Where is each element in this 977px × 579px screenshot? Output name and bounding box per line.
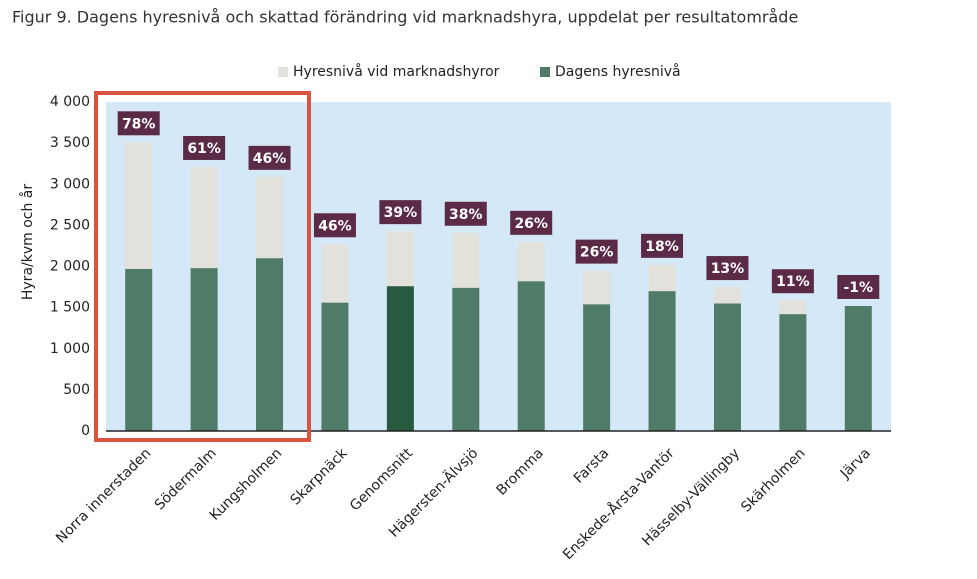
change-label: 78%	[122, 116, 156, 132]
legend-swatch	[278, 67, 288, 77]
y-tick-label: 3 500	[50, 135, 90, 151]
change-label-box	[379, 200, 422, 225]
change-label-box	[837, 274, 880, 299]
change-label-box	[575, 239, 618, 264]
x-tick-label: Södermalm	[152, 445, 220, 513]
change-label-box	[641, 233, 684, 258]
change-label: 13%	[711, 261, 745, 277]
change-label: 11%	[776, 274, 810, 290]
x-tick-label: Norra innerstaden	[53, 445, 154, 546]
y-tick-label: 2 500	[50, 217, 90, 233]
bar	[190, 268, 218, 431]
x-tick-label: Genomsnitt	[347, 445, 416, 514]
y-tick-label: 0	[81, 423, 90, 439]
change-label: 46%	[318, 218, 352, 234]
change-label: 26%	[580, 245, 614, 261]
bar	[583, 304, 611, 431]
legend-swatch	[540, 67, 550, 77]
change-label-box	[183, 135, 226, 160]
change-label-box	[510, 210, 553, 235]
change-label-box	[706, 256, 749, 281]
bar	[386, 286, 414, 431]
change-label: 18%	[645, 239, 679, 255]
change-label-box	[771, 269, 814, 294]
y-tick-label: 2 000	[50, 259, 90, 275]
y-tick-label: 500	[63, 382, 90, 398]
x-tick-label: Skarpnäck	[288, 445, 352, 509]
change-label-box	[313, 213, 356, 238]
change-label: 46%	[253, 151, 287, 167]
bar	[844, 305, 872, 431]
bar	[256, 258, 284, 431]
legend-label: Hyresnivå vid marknadshyror	[293, 63, 500, 80]
y-tick-label: 1 500	[50, 300, 90, 316]
bar	[779, 314, 807, 431]
y-tick-label: 4 000	[50, 94, 90, 110]
x-tick-label: Bromma	[493, 445, 546, 498]
plot-background	[106, 102, 891, 431]
x-tick-label: Enskede-Årsta-Vantör	[559, 444, 678, 563]
change-label-box	[248, 145, 291, 170]
bar	[713, 303, 741, 431]
change-label: 38%	[449, 207, 483, 223]
highlight-box	[94, 91, 311, 442]
x-tick-label: Skärholmen	[738, 445, 808, 515]
change-label: 39%	[384, 205, 418, 221]
bar	[648, 291, 676, 431]
legend-label: Dagens hyresnivå	[555, 63, 681, 80]
y-tick-label: 1 000	[50, 341, 90, 357]
change-label-box	[444, 201, 487, 226]
change-label: 26%	[514, 216, 548, 232]
change-label: -1%	[843, 280, 873, 296]
change-label-box	[117, 111, 160, 136]
bar	[321, 302, 349, 431]
change-label: 61%	[187, 141, 221, 157]
bar	[452, 287, 480, 431]
bar	[517, 281, 545, 431]
x-tick-label: Järva	[837, 445, 874, 482]
x-tick-label: Farsta	[571, 445, 612, 486]
bar	[125, 268, 153, 431]
chart-title: Figur 9. Dagens hyresnivå och skattad fö…	[12, 8, 798, 27]
y-axis-title: Hyra/kvm och år	[19, 184, 36, 301]
y-tick-label: 3 000	[50, 176, 90, 192]
